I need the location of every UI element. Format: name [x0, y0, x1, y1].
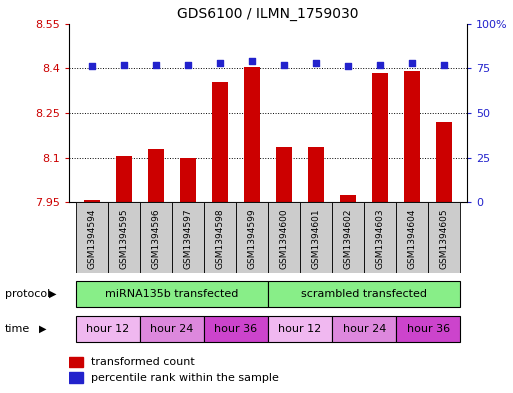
Bar	[437, 122, 452, 202]
Bar	[404, 71, 420, 202]
Point	[120, 62, 128, 68]
Point	[376, 62, 384, 68]
Bar	[268, 281, 461, 307]
Bar	[69, 357, 83, 367]
Bar	[84, 200, 100, 202]
Point	[248, 58, 256, 64]
Bar	[116, 156, 132, 202]
Text: transformed count: transformed count	[91, 357, 195, 367]
Title: GDS6100 / ILMN_1759030: GDS6100 / ILMN_1759030	[177, 7, 359, 21]
Bar	[204, 316, 268, 342]
Text: GSM1394601: GSM1394601	[311, 208, 321, 269]
Bar	[332, 316, 397, 342]
Point	[280, 62, 288, 68]
Point	[216, 60, 224, 66]
Point	[88, 63, 96, 70]
Bar	[428, 202, 461, 273]
Bar	[180, 158, 196, 202]
Bar	[108, 202, 140, 273]
Bar	[212, 82, 228, 202]
Point	[152, 62, 160, 68]
Text: hour 12: hour 12	[279, 324, 322, 334]
Text: GSM1394597: GSM1394597	[183, 208, 192, 269]
Text: GSM1394602: GSM1394602	[344, 208, 353, 268]
Bar	[140, 316, 204, 342]
Text: time: time	[5, 324, 30, 334]
Bar	[276, 147, 292, 202]
Text: ▶: ▶	[49, 289, 56, 299]
Bar	[372, 73, 388, 202]
Text: GSM1394604: GSM1394604	[408, 208, 417, 268]
Text: scrambled transfected: scrambled transfected	[301, 289, 427, 299]
Text: miRNA135b transfected: miRNA135b transfected	[105, 289, 239, 299]
Text: hour 24: hour 24	[343, 324, 386, 334]
Text: ▶: ▶	[38, 324, 46, 334]
Text: GSM1394599: GSM1394599	[247, 208, 256, 269]
Bar	[332, 202, 364, 273]
Bar	[69, 373, 83, 383]
Bar	[300, 202, 332, 273]
Text: hour 36: hour 36	[214, 324, 258, 334]
Text: GSM1394600: GSM1394600	[280, 208, 289, 269]
Text: GSM1394605: GSM1394605	[440, 208, 449, 269]
Point	[184, 62, 192, 68]
Bar	[76, 281, 268, 307]
Text: hour 24: hour 24	[150, 324, 193, 334]
Bar	[172, 202, 204, 273]
Bar	[308, 147, 324, 202]
Bar	[236, 202, 268, 273]
Text: GSM1394603: GSM1394603	[376, 208, 385, 269]
Bar	[397, 202, 428, 273]
Text: hour 12: hour 12	[86, 324, 129, 334]
Text: hour 36: hour 36	[407, 324, 450, 334]
Text: percentile rank within the sample: percentile rank within the sample	[91, 373, 279, 383]
Bar	[148, 149, 164, 202]
Point	[344, 63, 352, 70]
Point	[312, 60, 320, 66]
Bar	[340, 195, 356, 202]
Text: GSM1394594: GSM1394594	[87, 208, 96, 268]
Bar	[204, 202, 236, 273]
Bar	[244, 67, 260, 202]
Bar	[140, 202, 172, 273]
Text: GSM1394595: GSM1394595	[119, 208, 128, 269]
Text: GSM1394596: GSM1394596	[151, 208, 161, 269]
Text: GSM1394598: GSM1394598	[215, 208, 225, 269]
Bar	[397, 316, 461, 342]
Bar	[364, 202, 397, 273]
Point	[440, 62, 448, 68]
Bar	[268, 202, 300, 273]
Bar	[76, 316, 140, 342]
Bar	[76, 202, 108, 273]
Bar	[268, 316, 332, 342]
Point	[408, 60, 417, 66]
Text: protocol: protocol	[5, 289, 50, 299]
